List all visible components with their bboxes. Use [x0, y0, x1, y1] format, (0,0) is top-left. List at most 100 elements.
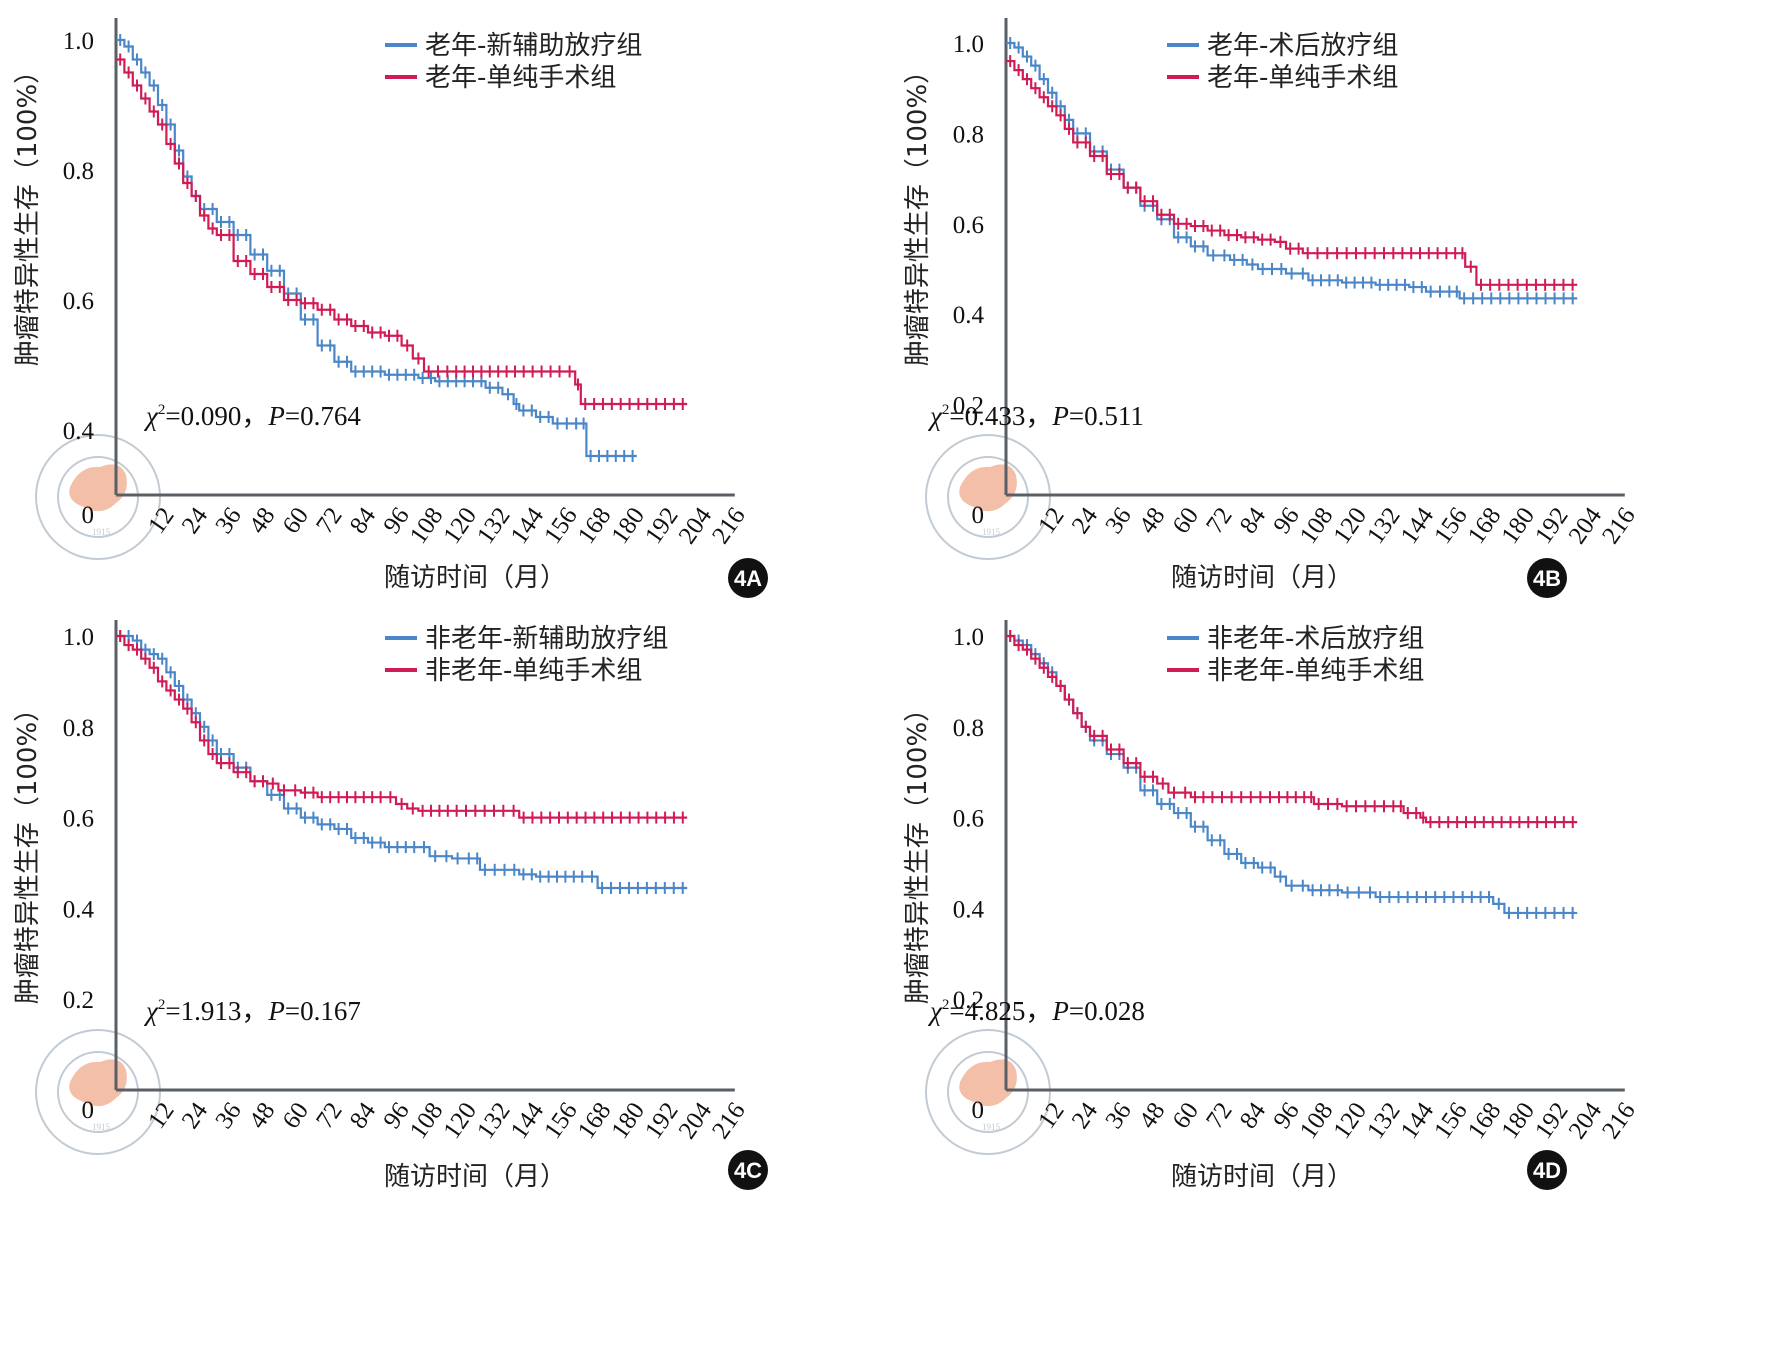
panel-badge: 4A — [728, 558, 768, 598]
p-value: =0.764 — [285, 401, 361, 431]
y-tick-label: 0.8 — [953, 715, 984, 742]
p-value: =0.167 — [285, 996, 361, 1026]
watermark-outer-ring — [925, 434, 1051, 560]
km-curve-treatment — [116, 634, 688, 890]
x-tick-label: 36 — [210, 1098, 246, 1134]
x-tick-label: 192 — [1530, 503, 1574, 549]
x-tick-label: 48 — [244, 1098, 280, 1134]
y-axis-title: 肿瘤特异性生存（100%） — [903, 58, 933, 366]
x-tick-label: 156 — [539, 1098, 583, 1144]
x-tick-label: 216 — [1597, 503, 1641, 549]
x-tick-label: 180 — [606, 1098, 650, 1144]
badge-label: 4D — [1533, 1158, 1561, 1183]
x-tick-label: 204 — [1564, 502, 1608, 549]
km-chart-4c: 191500.20.40.60.81.012243648607284961081… — [13, 620, 768, 1192]
chi-superscript: 2 — [158, 402, 166, 418]
x-tick-label: 156 — [1429, 503, 1473, 549]
x-tick-label: 168 — [1463, 1098, 1507, 1144]
y-tick-label: 0.2 — [953, 987, 984, 1014]
x-tick-label: 120 — [438, 503, 482, 549]
panel-4d: 1915 0 0.2 0.4 0.6 0.8 1.0 12 24 36 48 60 72 84 96 108 1… — [892, 620, 1784, 1360]
x-tick-label: 108 — [405, 1098, 449, 1144]
x-tick-label: 108 — [1295, 503, 1339, 549]
y-tick-label: 0 — [972, 502, 985, 529]
x-axis-title: 随访时间（月） — [1171, 1162, 1353, 1192]
legend-label: 老年-新辅助放疗组 — [425, 31, 642, 61]
y-tick-label: 0.4 — [63, 896, 95, 923]
x-tick-label: 156 — [539, 503, 583, 549]
km-chart-4b: 191500.20.40.60.81.012243648607284961081… — [903, 18, 1641, 598]
x-tick-label: 84 — [345, 1097, 382, 1133]
y-tick-label: 0 — [82, 502, 95, 529]
p-value: =0.511 — [1069, 401, 1144, 431]
watermark-logo: 1915 — [925, 434, 1051, 560]
x-tick-label: 132 — [472, 1098, 516, 1144]
x-axis-title: 随访时间（月） — [384, 563, 566, 593]
chi-superscript: 2 — [942, 997, 950, 1013]
x-tick-label: 24 — [1067, 1097, 1104, 1133]
x-tick-label: 168 — [573, 503, 617, 549]
stat-annotation: χ2=0.090，P=0.764 — [143, 401, 361, 431]
legend-label: 非老年-单纯手术组 — [1207, 656, 1424, 686]
x-tick-label: 36 — [1100, 1098, 1136, 1134]
y-tick-label: 0.2 — [953, 393, 984, 420]
stat-annotation: χ2=1.913，P=0.167 — [143, 996, 361, 1026]
x-tick-label: 144 — [506, 1097, 550, 1144]
y-axis-title: 肿瘤特异性生存（100%） — [13, 58, 43, 366]
watermark-map-icon — [69, 1059, 127, 1107]
km-curve-surgery-only — [116, 634, 688, 819]
km-chart-4d: 191500.20.40.60.81.012243648607284961081… — [903, 620, 1641, 1192]
x-tick-label: 216 — [707, 1098, 751, 1144]
chi-symbol: χ — [927, 996, 943, 1026]
watermark-map-icon — [69, 464, 127, 512]
x-tick-label: 60 — [1168, 1098, 1204, 1134]
legend-label: 老年-术后放疗组 — [1207, 31, 1398, 61]
y-tick-label: 1.0 — [953, 31, 984, 58]
x-tick-label: 48 — [244, 503, 280, 539]
y-tick-label: 0 — [972, 1097, 985, 1124]
censor-marks — [119, 34, 634, 462]
p-value: =0.028 — [1069, 996, 1145, 1026]
stat-annotation: χ2=4.825，P=0.028 — [927, 996, 1145, 1026]
chi-superscript: 2 — [942, 402, 950, 418]
x-tick-label: 168 — [573, 1098, 617, 1144]
legend-label: 非老年-术后放疗组 — [1207, 624, 1424, 654]
y-tick-label: 0.4 — [63, 418, 95, 445]
x-tick-label: 180 — [1496, 1098, 1540, 1144]
x-axis-title: 随访时间（月） — [1171, 563, 1353, 593]
x-tick-label: 36 — [210, 503, 246, 539]
x-tick-label: 204 — [1564, 1097, 1608, 1144]
x-tick-label: 168 — [1463, 503, 1507, 549]
x-tick-label: 108 — [405, 503, 449, 549]
watermark-logo: 1915 — [35, 1029, 161, 1155]
x-tick-label: 72 — [1201, 503, 1237, 539]
x-tick-label: 48 — [1134, 503, 1170, 539]
legend-label: 非老年-单纯手术组 — [425, 656, 642, 686]
y-tick-label: 0 — [82, 1097, 95, 1124]
watermark-year: 1915 — [982, 1122, 1001, 1132]
watermark-map-icon — [959, 1059, 1017, 1107]
x-tick-label: 180 — [606, 503, 650, 549]
badge-label: 4B — [1533, 566, 1561, 591]
x-tick-label: 144 — [1396, 502, 1440, 549]
p-symbol: P — [1051, 996, 1069, 1026]
y-tick-label: 0.8 — [953, 121, 984, 148]
x-tick-label: 60 — [278, 1098, 314, 1134]
watermark-year: 1915 — [92, 1122, 111, 1132]
panel-4c: 1915 0 0.2 0.4 0.6 0.8 1.0 12 24 36 48 60 72 84 96 108 1… — [0, 620, 892, 1360]
chi-symbol: χ — [143, 996, 159, 1026]
chi-value: =4.825， — [949, 996, 1052, 1026]
badge-label: 4A — [734, 566, 762, 591]
y-tick-label: 1.0 — [63, 624, 94, 651]
x-tick-label: 192 — [1530, 1098, 1574, 1144]
watermark-map-icon — [959, 464, 1017, 512]
badge-circle — [1527, 558, 1567, 598]
chi-value: =0.433， — [949, 401, 1052, 431]
x-tick-label: 108 — [1295, 1098, 1339, 1144]
y-tick-label: 1.0 — [63, 28, 94, 55]
badge-label: 4C — [734, 1158, 762, 1183]
y-tick-label: 0.8 — [63, 715, 94, 742]
watermark-inner-ring — [947, 456, 1029, 538]
y-axis-title: 肿瘤特异性生存（100%） — [13, 696, 43, 1004]
x-tick-label: 120 — [438, 1098, 482, 1144]
